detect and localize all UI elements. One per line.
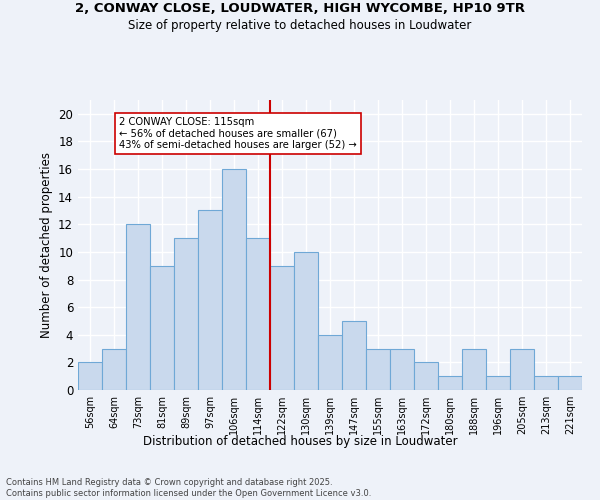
Bar <box>270 266 294 390</box>
Text: Distribution of detached houses by size in Loudwater: Distribution of detached houses by size … <box>143 435 457 448</box>
Bar <box>462 348 486 390</box>
Text: Contains HM Land Registry data © Crown copyright and database right 2025.
Contai: Contains HM Land Registry data © Crown c… <box>6 478 371 498</box>
Bar <box>558 376 582 390</box>
Bar <box>174 238 198 390</box>
Bar <box>534 376 558 390</box>
Text: 2, CONWAY CLOSE, LOUDWATER, HIGH WYCOMBE, HP10 9TR: 2, CONWAY CLOSE, LOUDWATER, HIGH WYCOMBE… <box>75 2 525 16</box>
Bar <box>246 238 270 390</box>
Bar <box>366 348 390 390</box>
Y-axis label: Number of detached properties: Number of detached properties <box>40 152 53 338</box>
Bar <box>294 252 318 390</box>
Bar <box>102 348 126 390</box>
Bar <box>342 321 366 390</box>
Text: 2 CONWAY CLOSE: 115sqm
← 56% of detached houses are smaller (67)
43% of semi-det: 2 CONWAY CLOSE: 115sqm ← 56% of detached… <box>119 116 356 150</box>
Bar <box>414 362 438 390</box>
Bar <box>390 348 414 390</box>
Bar <box>150 266 174 390</box>
Bar <box>438 376 462 390</box>
Text: Size of property relative to detached houses in Loudwater: Size of property relative to detached ho… <box>128 18 472 32</box>
Bar <box>486 376 510 390</box>
Bar <box>318 335 342 390</box>
Bar <box>198 210 222 390</box>
Bar <box>78 362 102 390</box>
Bar <box>126 224 150 390</box>
Bar <box>222 169 246 390</box>
Bar <box>510 348 534 390</box>
